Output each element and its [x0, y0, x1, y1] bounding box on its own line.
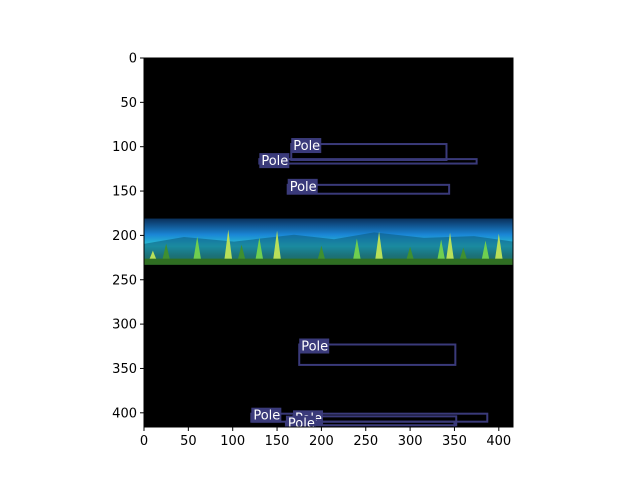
tree-shape: [148, 250, 157, 261]
y-tick-label: 150: [112, 185, 137, 200]
box-label: Pole: [288, 417, 315, 432]
x-tick-label: 0: [140, 434, 148, 449]
y-tick-label: 350: [112, 362, 137, 377]
box-label: Pole: [290, 180, 317, 195]
x-tick-label: 400: [486, 434, 511, 449]
box-label-background: [291, 138, 322, 154]
box-label: Pole: [261, 154, 288, 169]
tree-shape: [437, 239, 446, 261]
tree-shape: [317, 245, 326, 261]
tree-shape: [162, 243, 171, 261]
tree-shape: [375, 231, 384, 261]
box-label-background: [285, 415, 316, 427]
bounding-box: Pole: [284, 415, 456, 432]
box-label: Pole: [293, 139, 320, 154]
y-tick-label: 250: [112, 273, 137, 288]
y-tick-label: 300: [112, 318, 137, 333]
tree-shape: [459, 247, 468, 261]
x-tick-label: 300: [398, 434, 423, 449]
box-label: Pole: [253, 409, 280, 424]
tree-shape: [406, 246, 415, 261]
y-axis-ticks: 0 50 100 150 200 250 300 350 400: [112, 52, 144, 421]
tree-shape: [255, 237, 264, 261]
y-tick-label: 400: [112, 406, 137, 421]
tree-shape: [193, 236, 202, 261]
box-label: Pole: [301, 340, 328, 355]
axes-frame: [143, 57, 514, 428]
box-label-background: [259, 153, 290, 169]
y-tick-label: 200: [112, 229, 137, 244]
bounding-boxes: PolePolePolePolePolePolePole: [250, 138, 489, 432]
mountain-silhouette: [144, 232, 513, 265]
x-tick-label: 100: [220, 434, 245, 449]
x-tick-label: 50: [180, 434, 197, 449]
tree-shape: [481, 240, 490, 261]
bounding-box: Pole: [298, 338, 457, 366]
tree-shape: [273, 230, 282, 261]
y-tick-label: 0: [129, 52, 137, 67]
y-tick-label: 100: [112, 140, 137, 155]
x-tick-label: 150: [265, 434, 290, 449]
tree-shape: [224, 229, 233, 261]
tree-shape: [446, 232, 455, 261]
x-tick-label: 350: [442, 434, 467, 449]
x-tick-label: 250: [353, 434, 378, 449]
panorama-band: [144, 218, 513, 265]
x-tick-label: 200: [309, 434, 334, 449]
box-label-background: [287, 178, 318, 194]
tree-shape: [494, 233, 503, 261]
box-label-background: [251, 407, 282, 423]
tree-shape: [237, 244, 246, 261]
x-axis-ticks: 0 50 100 150 200 250 300 350 400: [140, 427, 511, 449]
box-label-background: [299, 338, 330, 354]
ground-strip: [144, 258, 513, 265]
bounding-box: Pole: [286, 178, 451, 195]
tree-shape: [352, 238, 361, 261]
y-tick-label: 50: [120, 96, 137, 111]
bounding-box: Pole: [258, 153, 478, 169]
bounding-box-outline: [298, 343, 457, 366]
